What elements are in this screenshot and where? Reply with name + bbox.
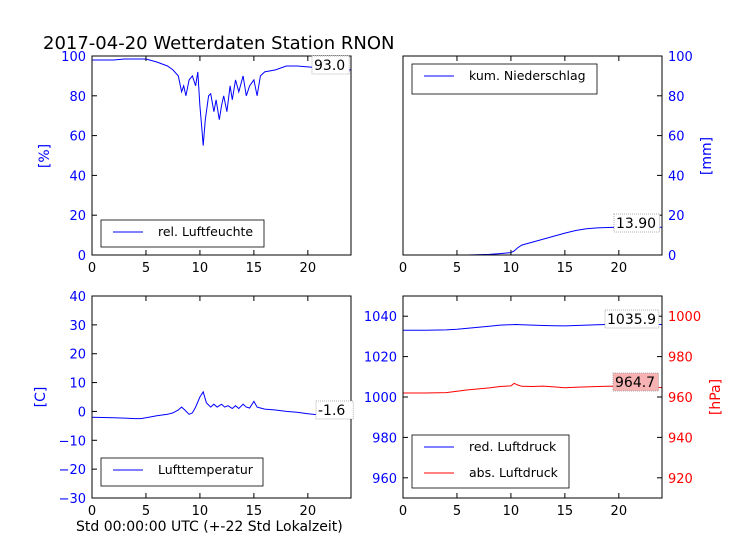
- legend-label: abs. Luftdruck: [469, 465, 559, 480]
- x-tick-label: 20: [300, 261, 317, 276]
- y-tick-label: 100: [668, 50, 693, 65]
- y-tick-label: 960: [668, 391, 693, 406]
- y-tick-label: 80: [668, 90, 685, 105]
- plot-frame: [402, 55, 663, 256]
- current-value-box: [311, 55, 350, 75]
- x-tick-label: 0: [399, 504, 407, 519]
- x-axis-label: Std 00:00:00 UTC (+-22 Std Lokalzeit): [76, 519, 343, 535]
- y-tick-label: 0: [668, 249, 676, 264]
- y-axis-label: [%]: [37, 144, 53, 168]
- x-tick-label: 0: [399, 261, 407, 276]
- x-tick-label: 10: [503, 261, 520, 276]
- y-tick-label: 60: [69, 130, 86, 145]
- y-tick-label: 40: [69, 169, 86, 184]
- current-value-label: 1035.9: [607, 312, 656, 328]
- current-value-label: -1.6: [318, 403, 345, 419]
- y-axis-label: [hPa]: [708, 379, 724, 415]
- y-tick-label: 100: [61, 50, 86, 65]
- current-value-label: 93.0: [314, 58, 345, 74]
- precipitation-panel: 0 5 10 15 20 0 20 40 60 80 100 [mm] 13.90 kum. Nieder…: [399, 50, 715, 276]
- legend-label: Lufttemperatur: [158, 462, 254, 477]
- y-axis-label: [mm]: [699, 137, 715, 175]
- series-line: [92, 58, 351, 146]
- humidity-panel: 0 5 10 15 20 0 20 40 60 80 100 [%] 93.0 rel. Luftfeuc…: [37, 50, 352, 276]
- y-tick-label: 0: [78, 249, 86, 264]
- chart-title: 2017-04-20 Wetterdaten Station RNON: [43, 33, 394, 54]
- legend-box: [411, 63, 598, 95]
- y-tick-label: 0: [78, 405, 86, 420]
- x-tick-label: 15: [557, 261, 574, 276]
- y-tick-label: 80: [69, 90, 86, 105]
- y-tick-label: 920: [668, 472, 693, 487]
- legend-box: [100, 457, 264, 487]
- y-tick-label: 980: [668, 351, 693, 366]
- x-tick-label: 20: [611, 261, 628, 276]
- y-tick-label: 940: [668, 431, 693, 446]
- legend-label: rel. Luftfeuchte: [158, 224, 253, 239]
- y-tick-label: −30: [59, 492, 86, 507]
- x-tick-label: 5: [453, 261, 461, 276]
- current-value-box: [613, 213, 660, 233]
- y-tick-label: 1040: [364, 310, 397, 325]
- legend-box: [411, 434, 570, 489]
- current-value-box: [604, 309, 660, 329]
- legend-label: kum. Niederschlag: [469, 68, 586, 83]
- y-tick-label: 20: [69, 348, 86, 363]
- legend-box: [100, 219, 265, 248]
- x-tick-label: 10: [192, 504, 209, 519]
- current-value-label: 964.7: [615, 375, 655, 391]
- y-tick-label: 980: [372, 431, 397, 446]
- y-tick-label: 20: [668, 209, 685, 224]
- plot-frame: [91, 55, 352, 256]
- y-tick-label: 40: [69, 290, 86, 305]
- y-tick-label: 1020: [364, 351, 397, 366]
- y-tick-label: 10: [69, 377, 86, 392]
- y-tick-label: 1000: [668, 310, 701, 325]
- y-tick-label: 20: [69, 209, 86, 224]
- y-tick-label: 30: [69, 319, 86, 334]
- x-tick-label: 5: [453, 504, 461, 519]
- x-tick-label: 20: [300, 504, 317, 519]
- x-tick-label: 20: [611, 504, 628, 519]
- series-line: [91, 390, 352, 420]
- y-tick-label: −10: [59, 434, 86, 449]
- x-tick-label: 5: [142, 261, 150, 276]
- current-value-box: [612, 372, 659, 392]
- x-tick-label: 0: [88, 261, 96, 276]
- y-tick-label: 1000: [364, 391, 397, 406]
- y-tick-label: 60: [668, 130, 685, 145]
- current-value-box: [315, 400, 354, 420]
- x-tick-label: 5: [142, 504, 150, 519]
- x-tick-label: 10: [503, 504, 520, 519]
- y-tick-label: 960: [372, 472, 397, 487]
- legend-label: red. Luftdruck: [469, 439, 557, 454]
- x-tick-label: 0: [88, 504, 96, 519]
- x-tick-label: 15: [246, 504, 263, 519]
- current-value-label: 13.90: [616, 216, 656, 232]
- y-tick-label: 40: [668, 169, 685, 184]
- x-tick-label: 10: [192, 261, 209, 276]
- plot-frame: [91, 295, 352, 499]
- x-tick-label: 15: [557, 504, 574, 519]
- x-tick-label: 15: [246, 261, 263, 276]
- y-tick-label: −20: [59, 463, 86, 478]
- y-axis-label: [C]: [33, 387, 49, 408]
- pressure-panel: 0 5 10 15 20 960 980 1000 1020 1040 920 940 960 980 10…: [364, 295, 724, 519]
- temperature-panel: 0 5 10 15 20 −30 −20 −10 0 10 20 30 40 [C] -1.6 Lufttem…: [33, 290, 354, 519]
